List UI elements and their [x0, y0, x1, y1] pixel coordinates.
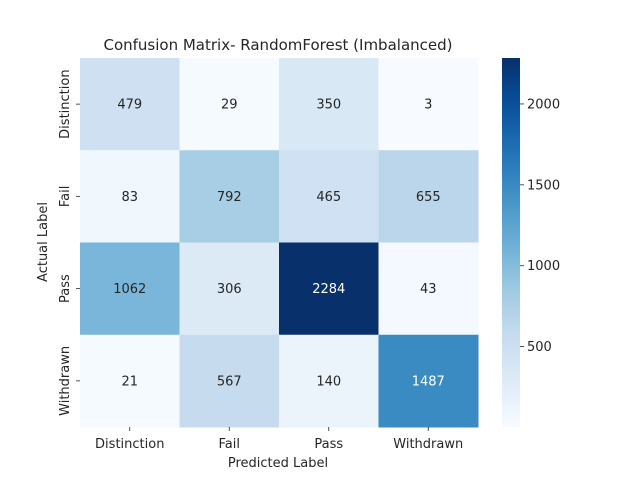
heatmap-cell: [279, 242, 379, 336]
cell-value-label: 465: [316, 190, 341, 205]
cell-value-label: 140: [316, 374, 341, 389]
cell-value-label: 2284: [312, 282, 345, 297]
colorbar: 500 1000 1500 2000: [502, 58, 560, 427]
y-tick-label: Distinction: [58, 69, 73, 138]
y-axis-ticks: Distinction Fail Pass Withdrawn: [58, 69, 80, 416]
cell-value-label: 655: [416, 190, 441, 205]
heatmap-cell: [279, 58, 379, 151]
y-axis-label: Actual Label: [36, 202, 51, 282]
x-axis-ticks: Distinction Fail Pass Withdrawn: [95, 427, 463, 452]
heatmap-cell: [179, 150, 280, 243]
heatmap-cell: [80, 150, 180, 243]
heatmap-cell: [179, 334, 280, 428]
x-tick-label: Withdrawn: [393, 437, 463, 452]
x-tick-label: Distinction: [95, 437, 164, 452]
heatmap-cell: [179, 242, 280, 336]
cell-value-label: 43: [420, 282, 437, 297]
heatmap-cell: [378, 334, 479, 428]
x-tick-label: Fail: [219, 437, 240, 452]
x-tick-label: Pass: [314, 437, 343, 452]
heatmap-cell: [80, 242, 180, 336]
colorbar-tick-label: 2000: [527, 97, 560, 112]
heatmap-cell: [378, 150, 479, 243]
cell-value-label: 21: [121, 374, 138, 389]
colorbar-ticks: 500 1000 1500 2000: [520, 97, 560, 355]
chart-title: Confusion Matrix- RandomForest (Imbalanc…: [103, 36, 452, 54]
heatmap-cell: [378, 242, 479, 336]
cell-value-label: 1062: [113, 282, 146, 297]
cell-value-label: 29: [221, 98, 238, 113]
colorbar-tick-label: 1000: [527, 259, 560, 274]
x-axis-label: Predicted Label: [228, 456, 328, 471]
cell-value-label: 350: [316, 98, 341, 113]
y-tick-label: Pass: [58, 274, 73, 303]
cell-value-label: 792: [217, 190, 242, 205]
heatmap-cell: [279, 334, 379, 428]
cell-value-label: 3: [424, 98, 432, 113]
y-tick-label: Withdrawn: [58, 346, 73, 416]
heatmap-cell: [378, 58, 479, 151]
heatmap-cell: [179, 58, 280, 151]
colorbar-tick-label: 500: [527, 340, 552, 355]
colorbar-tick-label: 1500: [527, 178, 560, 193]
heatmap-cell: [80, 58, 180, 151]
y-tick-label: Fail: [58, 186, 73, 207]
cell-value-label: 479: [117, 98, 142, 113]
heatmap-cell: [80, 334, 180, 428]
colorbar-gradient: [502, 58, 520, 427]
cell-value-label: 306: [217, 282, 242, 297]
heatmap-cell: [279, 150, 379, 243]
cell-value-label: 567: [217, 374, 242, 389]
cell-value-label: 1487: [412, 374, 445, 389]
heatmap-cells: 479 29 350 3 83 792 465 655 1062 306 2284 43 21 567 14…: [80, 58, 479, 428]
cell-value-label: 83: [121, 190, 138, 205]
